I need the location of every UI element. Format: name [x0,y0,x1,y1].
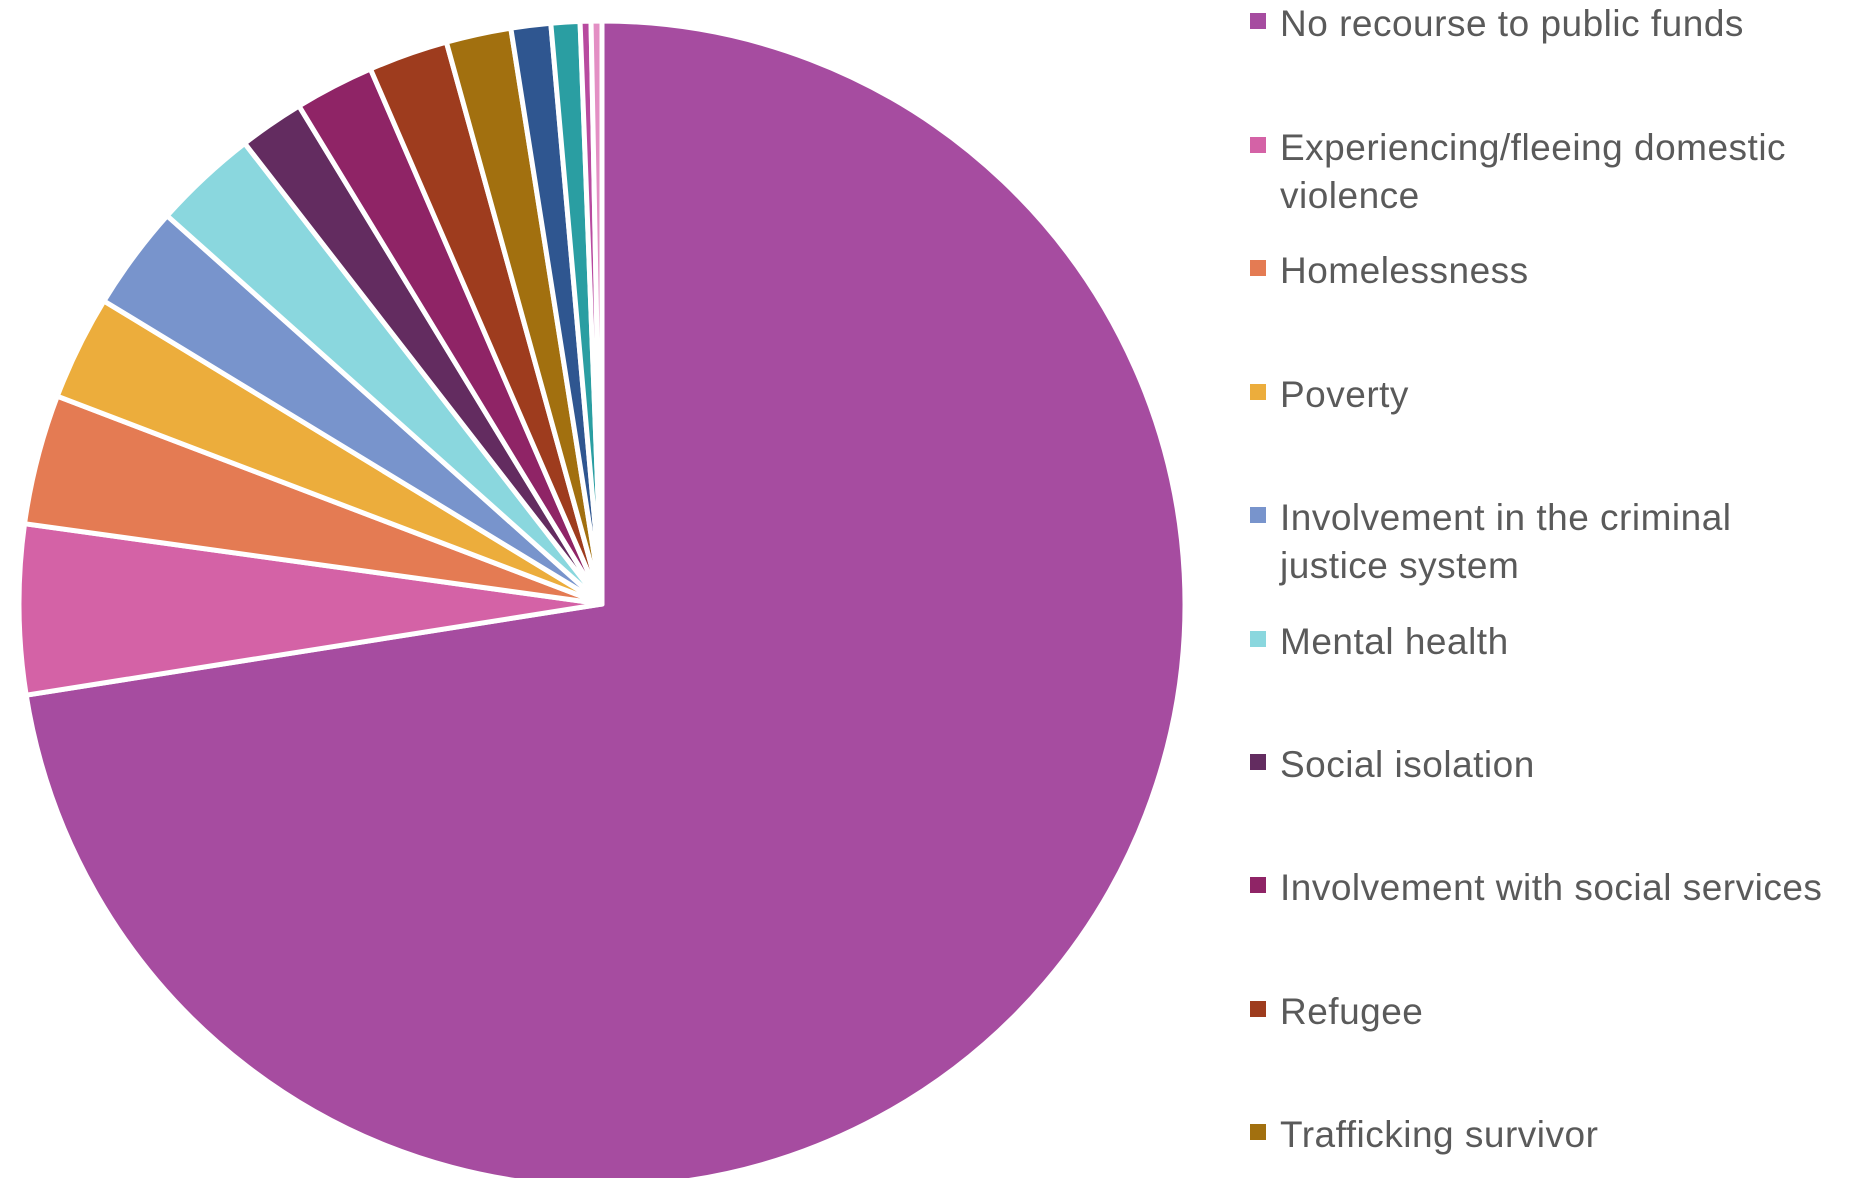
legend-label: No recourse to public funds [1280,3,1744,44]
legend-swatch [1250,507,1266,523]
legend-item: Mental health [1250,618,1850,666]
legend-swatch [1250,754,1266,770]
legend-swatch [1250,1001,1266,1017]
legend-label: Mental health [1280,621,1509,662]
legend-item: No recourse to public funds [1250,0,1850,48]
legend-swatch [1250,137,1266,153]
legend-swatch [1250,384,1266,400]
legend-label: Involvement in the criminal justice syst… [1280,497,1732,586]
pie-slice [16,521,605,698]
legend-label: Homelessness [1280,250,1529,291]
pie-slice [23,18,1188,1178]
legend-item: Homelessness [1250,247,1850,295]
pie-chart-svg [16,18,1188,1178]
legend-label: Involvement with social services [1280,867,1823,908]
chart-legend: No recourse to public funds Experiencing… [1250,0,1853,1178]
legend-item: Poverty [1250,371,1850,419]
legend-swatch [1250,260,1266,276]
legend-item: Involvement with social services [1250,864,1850,912]
legend-label: Social isolation [1280,744,1535,785]
legend-item: Social isolation [1250,741,1850,789]
legend-swatch [1250,13,1266,29]
legend-item: Refugee [1250,988,1850,1036]
legend-item: Involvement in the criminal justice syst… [1250,494,1850,590]
legend-label: Experiencing/fleeing domestic violence [1280,127,1787,216]
legend-swatch [1250,631,1266,647]
legend-label: Refugee [1280,991,1424,1032]
legend-swatch [1250,1124,1266,1140]
legend-label: Trafficking survivor [1280,1114,1599,1155]
legend-item: Trafficking survivor [1250,1111,1850,1159]
legend-swatch [1250,877,1266,893]
pie-slice [588,18,605,607]
legend-item: Experiencing/fleeing domestic violence [1250,124,1850,220]
legend-label: Poverty [1280,374,1409,415]
